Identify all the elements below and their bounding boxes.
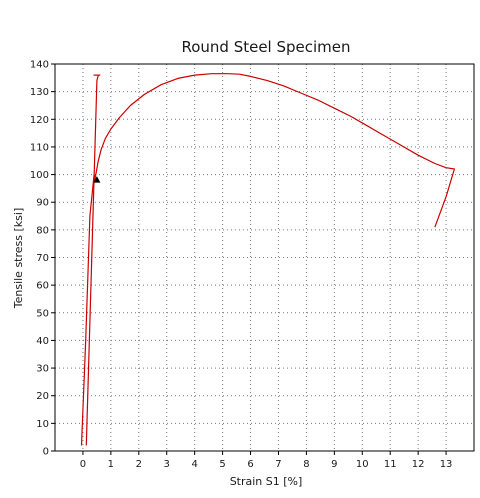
chart-title: Round Steel Specimen bbox=[181, 38, 350, 56]
x-tick-label: 5 bbox=[219, 459, 225, 470]
y-tick-label: 110 bbox=[30, 142, 49, 153]
y-tick-label: 120 bbox=[30, 115, 49, 126]
grid bbox=[55, 64, 474, 451]
y-tick-label: 20 bbox=[36, 391, 49, 402]
x-tick-label: 12 bbox=[412, 459, 425, 470]
y-axis-ticks: 0 10 20 30 40 50 60 70 80 90 100 110 120 130 140 bbox=[30, 60, 55, 458]
yield-point-marker bbox=[93, 176, 101, 183]
y-tick-label: 50 bbox=[36, 308, 49, 319]
x-tick-label: 9 bbox=[331, 459, 337, 470]
x-axis-label: Strain S1 [%] bbox=[230, 475, 303, 488]
y-tick-label: 140 bbox=[30, 60, 49, 71]
x-tick-label: 7 bbox=[275, 459, 281, 470]
y-tick-label: 130 bbox=[30, 87, 49, 98]
x-tick-label: 2 bbox=[136, 459, 142, 470]
series-layer bbox=[80, 73, 455, 446]
y-tick-label: 100 bbox=[30, 170, 49, 181]
x-tick-label: 13 bbox=[440, 459, 453, 470]
y-tick-label: 30 bbox=[36, 364, 49, 375]
x-tick-label: 10 bbox=[356, 459, 369, 470]
y-tick-label: 70 bbox=[36, 253, 49, 264]
x-axis-ticks: 0 1 2 3 4 5 6 7 8 9 10 11 12 13 bbox=[80, 451, 453, 470]
y-tick-label: 40 bbox=[36, 336, 49, 347]
x-tick-label: 0 bbox=[80, 459, 86, 470]
y-axis-label: Tensile stress [ksi] bbox=[12, 208, 25, 310]
y-tick-label: 90 bbox=[36, 198, 49, 209]
x-tick-label: 11 bbox=[384, 459, 397, 470]
x-tick-label: 6 bbox=[247, 459, 253, 470]
x-tick-label: 4 bbox=[191, 459, 197, 470]
x-tick-label: 1 bbox=[108, 459, 114, 470]
x-tick-label: 3 bbox=[164, 459, 170, 470]
y-tick-label: 0 bbox=[43, 447, 49, 458]
series-line-1 bbox=[80, 73, 455, 446]
y-tick-label: 60 bbox=[36, 281, 49, 292]
y-tick-label: 10 bbox=[36, 419, 49, 430]
x-tick-label: 8 bbox=[303, 459, 309, 470]
series-line-2 bbox=[85, 74, 99, 446]
y-tick-label: 80 bbox=[36, 225, 49, 236]
